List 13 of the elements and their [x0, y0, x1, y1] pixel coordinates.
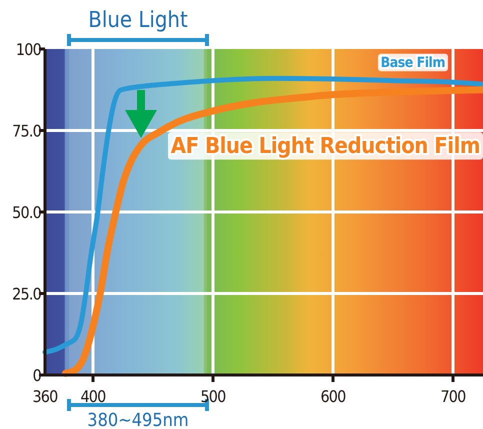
y-tick-label: 50.0 — [12, 203, 42, 222]
series-label: Base Film — [380, 55, 446, 71]
text: 380~495nm — [87, 410, 189, 429]
x-tick-label: 360 — [32, 387, 58, 406]
y-tick-label: 75.0 — [12, 122, 42, 140]
x-tick-label: 600 — [320, 387, 346, 406]
y-tick-label: 100 — [16, 40, 42, 59]
band-label: Blue Light — [88, 8, 188, 33]
series-label: AF Blue Light Reduction Film — [170, 134, 480, 159]
y-tick-label: 25.0 — [12, 284, 42, 304]
x-tick-label: 500 — [200, 387, 226, 406]
x-tick-label: 400 — [80, 387, 106, 406]
x-tick-label: 700 — [440, 387, 466, 406]
